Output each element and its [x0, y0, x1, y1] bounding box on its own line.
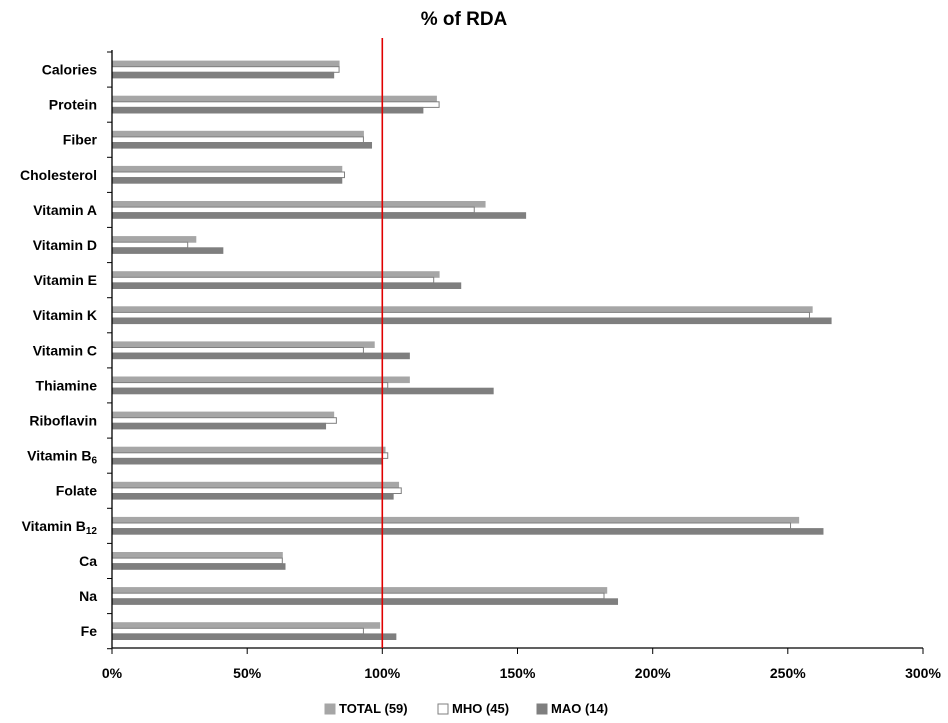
bar-total-3 [111, 165, 343, 173]
category-labels: Calories Protein Fiber Cholesterol Vitamin A… [20, 62, 98, 640]
bar-mao-8 [111, 352, 410, 360]
legend-swatch-mao [536, 703, 548, 715]
legend-label-mho: MHO (45) [452, 701, 509, 716]
bar-mho-6 [111, 276, 435, 284]
bar-mho-13 [111, 522, 792, 530]
bar-mho-8 [111, 347, 364, 354]
category-label: Vitamin B12 [22, 518, 98, 537]
bar-mho-9 [111, 382, 389, 389]
x-tick-label: 50% [233, 665, 262, 681]
legend-label-mao: MAO (14) [551, 701, 608, 716]
bar-mho-16 [111, 627, 364, 635]
bar-mao-6 [111, 282, 462, 289]
x-tick-label: 100% [364, 665, 400, 681]
bar-total-15 [111, 587, 608, 594]
bar-total-12 [111, 481, 400, 489]
category-label: Fiber [63, 132, 98, 148]
bar-mho-10 [111, 417, 337, 424]
category-label: Na [79, 588, 97, 604]
legend: TOTAL (59) MHO (45) MAO (14) [324, 701, 608, 716]
bar-mao-1 [111, 106, 424, 114]
bar-mao-7 [111, 317, 832, 325]
category-label: Vitamin A [33, 202, 97, 218]
bar-total-10 [111, 411, 335, 419]
category-label: Vitamin B6 [27, 448, 97, 467]
category-label: Cholesterol [20, 167, 97, 183]
bar-mao-10 [111, 422, 327, 430]
bar-total-9 [111, 376, 410, 384]
category-label: Ca [79, 553, 97, 569]
bar-mho-3 [111, 171, 345, 179]
category-label: Vitamin D [33, 237, 97, 253]
bar-total-2 [111, 130, 364, 138]
bar-total-4 [111, 201, 486, 208]
category-label: Riboflavin [29, 413, 97, 429]
bar-mao-13 [111, 528, 824, 535]
category-label: Calories [42, 62, 97, 78]
x-axis-ticks: 0% 50% 100% 150% 200% 250% 300% [102, 648, 941, 681]
legend-label-total: TOTAL (59) [339, 701, 408, 716]
x-tick-label: 200% [635, 665, 671, 681]
category-label: Vitamin C [33, 342, 97, 358]
chart-title: % of RDA [421, 9, 508, 30]
bar-mao-5 [111, 247, 224, 254]
category-label: Folate [56, 483, 97, 499]
x-tick-label: 150% [500, 665, 536, 681]
bar-mao-12 [111, 493, 394, 500]
bar-mao-0 [111, 71, 335, 79]
x-tick-label: 300% [905, 665, 941, 681]
bar-mho-4 [111, 206, 475, 214]
bar-mho-5 [111, 241, 189, 249]
bar-mho-12 [111, 487, 402, 494]
bar-total-1 [111, 95, 437, 103]
bar-total-6 [111, 271, 440, 278]
bar-total-5 [111, 236, 197, 243]
bar-mho-14 [111, 557, 283, 565]
x-tick-label: 0% [102, 665, 123, 681]
bar-mao-3 [111, 177, 343, 184]
bar-mho-11 [111, 452, 389, 459]
bar-mao-15 [111, 598, 619, 605]
bar-mao-14 [111, 563, 286, 570]
bar-mao-11 [111, 457, 383, 465]
bar-mho-15 [111, 592, 605, 600]
x-tick-label: 250% [770, 665, 806, 681]
category-label: Protein [49, 97, 97, 113]
bar-mho-0 [111, 66, 340, 73]
legend-swatch-total [324, 703, 336, 715]
bar-mao-4 [111, 212, 527, 219]
bar-mao-16 [111, 633, 397, 641]
bars-group [111, 60, 832, 641]
category-label: Thiamine [36, 377, 98, 393]
category-label: Fe [81, 623, 98, 639]
category-label: Vitamin K [33, 307, 97, 323]
bar-mao-9 [111, 387, 494, 395]
bar-mao-2 [111, 142, 373, 149]
bar-total-7 [111, 306, 813, 313]
bar-mho-7 [111, 311, 810, 319]
bar-total-0 [111, 60, 340, 68]
bar-total-13 [111, 516, 800, 524]
bar-total-8 [111, 341, 375, 348]
bar-total-16 [111, 622, 381, 629]
bar-mho-2 [111, 136, 364, 143]
bar-total-11 [111, 446, 386, 454]
bar-mho-1 [111, 101, 440, 108]
bar-total-14 [111, 552, 283, 559]
legend-swatch-mho [437, 703, 449, 715]
category-label: Vitamin E [33, 272, 97, 288]
